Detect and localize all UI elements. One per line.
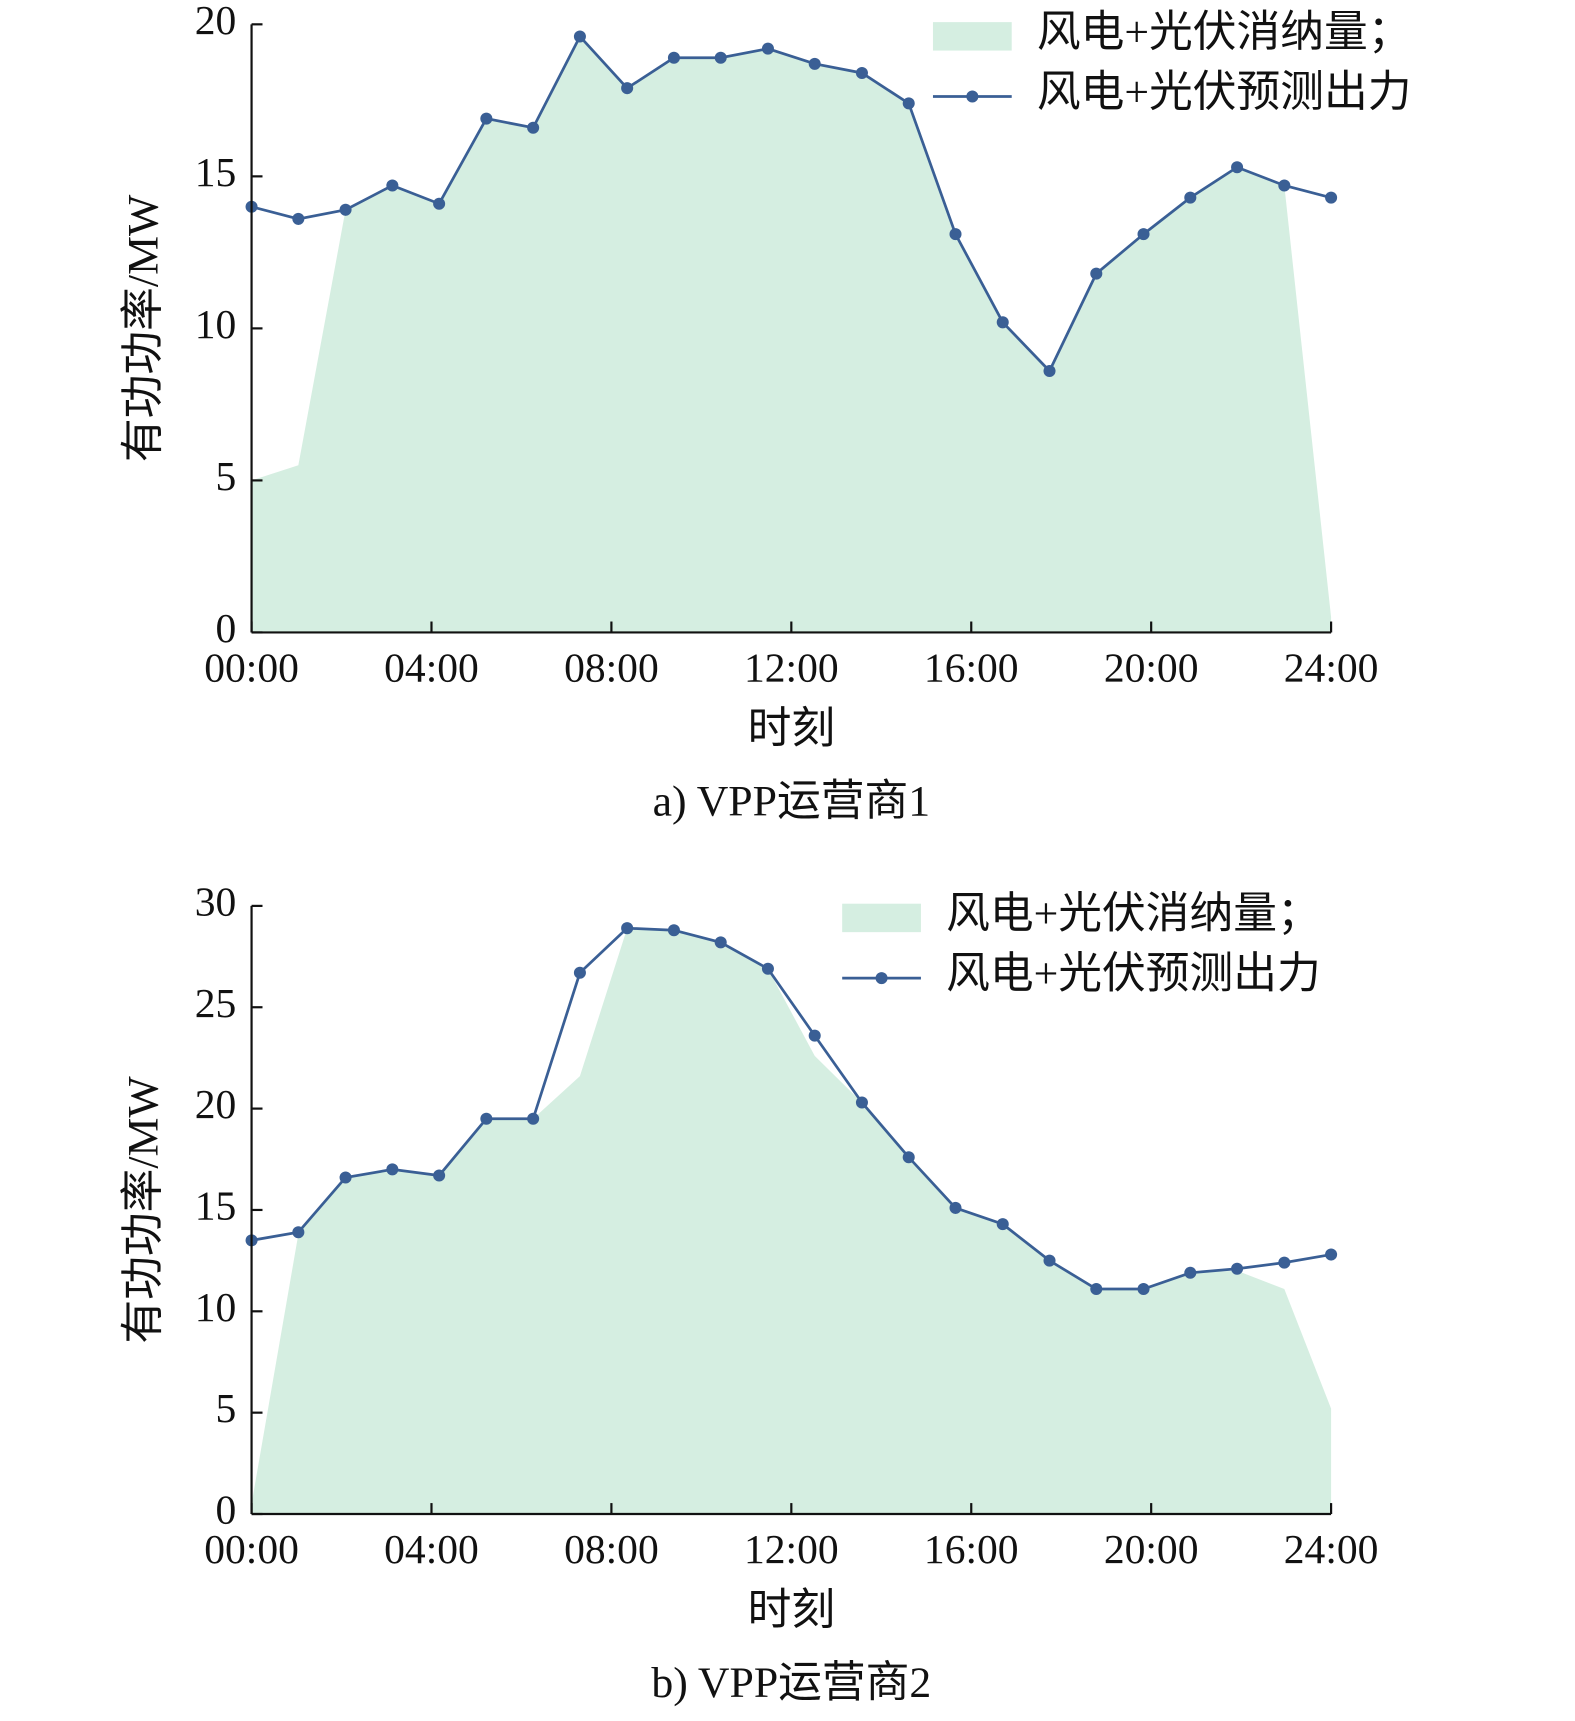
marker (1090, 1282, 1103, 1296)
legend-marker (966, 90, 979, 103)
marker (714, 51, 727, 64)
y-tick-label: 5 (215, 1385, 236, 1431)
marker (714, 936, 727, 949)
y-tick-label: 20 (195, 0, 237, 43)
y-tick-label: 15 (195, 1182, 237, 1228)
marker (1325, 191, 1338, 204)
marker (1043, 1254, 1056, 1267)
marker (996, 316, 1009, 329)
legend-label: 风电+光伏预测出力 (1037, 69, 1412, 117)
line (251, 34, 1332, 374)
marker (339, 203, 352, 216)
marker (808, 57, 821, 70)
marker (667, 924, 680, 937)
marker (996, 1218, 1009, 1231)
marker (292, 212, 305, 225)
x-tick-label: 00:00 (204, 644, 299, 690)
x-tick-label: 16:00 (924, 1526, 1019, 1572)
marker (1090, 267, 1103, 280)
marker (1325, 1248, 1338, 1261)
marker (1231, 1262, 1244, 1275)
marker (949, 1201, 962, 1214)
y-axis-label: 有功功率/MW (120, 194, 168, 462)
x-tick-label: 24:00 (1284, 1526, 1379, 1572)
marker (1043, 364, 1056, 377)
x-tick-label: 20:00 (1104, 644, 1199, 690)
marker (1184, 1266, 1197, 1279)
marker (386, 1163, 399, 1176)
marker (761, 42, 774, 55)
marker (808, 1029, 821, 1042)
x-tick-label: 08:00 (564, 644, 659, 690)
x-tick-label: 04:00 (384, 644, 479, 690)
y-tick-label: 30 (195, 878, 237, 924)
legend-label: 风电+光伏预测出力 (946, 950, 1321, 998)
marker (761, 962, 774, 975)
x-tick-label: 20:00 (1104, 1526, 1199, 1572)
marker (527, 1112, 540, 1125)
marker (433, 1169, 446, 1182)
y-tick-label: 10 (195, 1284, 237, 1330)
y-tick-label: 20 (195, 1081, 237, 1127)
x-tick-label: 00:00 (204, 1526, 299, 1572)
marker (1231, 161, 1244, 174)
x-axis-label: 时刻 (748, 1587, 836, 1635)
marker (949, 228, 962, 241)
marker (902, 97, 915, 110)
marker (1278, 179, 1291, 192)
marker (386, 179, 399, 192)
x-tick-label: 24:00 (1284, 644, 1379, 690)
line (251, 926, 1332, 1291)
marker (621, 922, 634, 935)
x-tick-label: 08:00 (564, 1526, 659, 1572)
x-tick-label: 12:00 (744, 644, 839, 690)
x-axis-label: 时刻 (748, 705, 836, 753)
marker (433, 197, 446, 210)
marker (573, 30, 586, 43)
marker (339, 1171, 352, 1184)
marker (855, 1096, 868, 1109)
y-tick-label: 5 (215, 453, 236, 499)
y-tick-label: 10 (195, 301, 237, 347)
y-tick-label: 25 (195, 980, 237, 1026)
caption: a) VPP运营商1 (653, 777, 931, 825)
legend-swatch (842, 903, 921, 933)
x-tick-label: 16:00 (924, 644, 1019, 690)
marker (1137, 228, 1150, 241)
legend-label: 风电+光伏消纳量； (946, 890, 1321, 938)
marker (527, 121, 540, 134)
y-tick-label: 0 (215, 605, 236, 651)
marker (1278, 1256, 1291, 1269)
legend-marker (875, 972, 888, 985)
marker (480, 1112, 493, 1125)
marker (667, 51, 680, 64)
legend-label: 风电+光伏消纳量； (1037, 8, 1412, 56)
legend-swatch (932, 22, 1012, 51)
marker (573, 966, 586, 979)
marker (480, 112, 493, 125)
area (251, 36, 1332, 633)
y-tick-label: 0 (215, 1487, 236, 1533)
marker (902, 1151, 915, 1164)
marker (1184, 191, 1197, 204)
marker (621, 82, 634, 95)
marker (1137, 1282, 1150, 1296)
area (251, 928, 1332, 1515)
y-tick-label: 15 (195, 149, 237, 195)
marker (292, 1226, 305, 1239)
caption: b) VPP运营商2 (651, 1659, 931, 1707)
x-tick-label: 04:00 (384, 1526, 479, 1572)
y-axis-label: 有功功率/MW (120, 1076, 168, 1344)
marker (855, 66, 868, 79)
x-tick-label: 12:00 (744, 1526, 839, 1572)
